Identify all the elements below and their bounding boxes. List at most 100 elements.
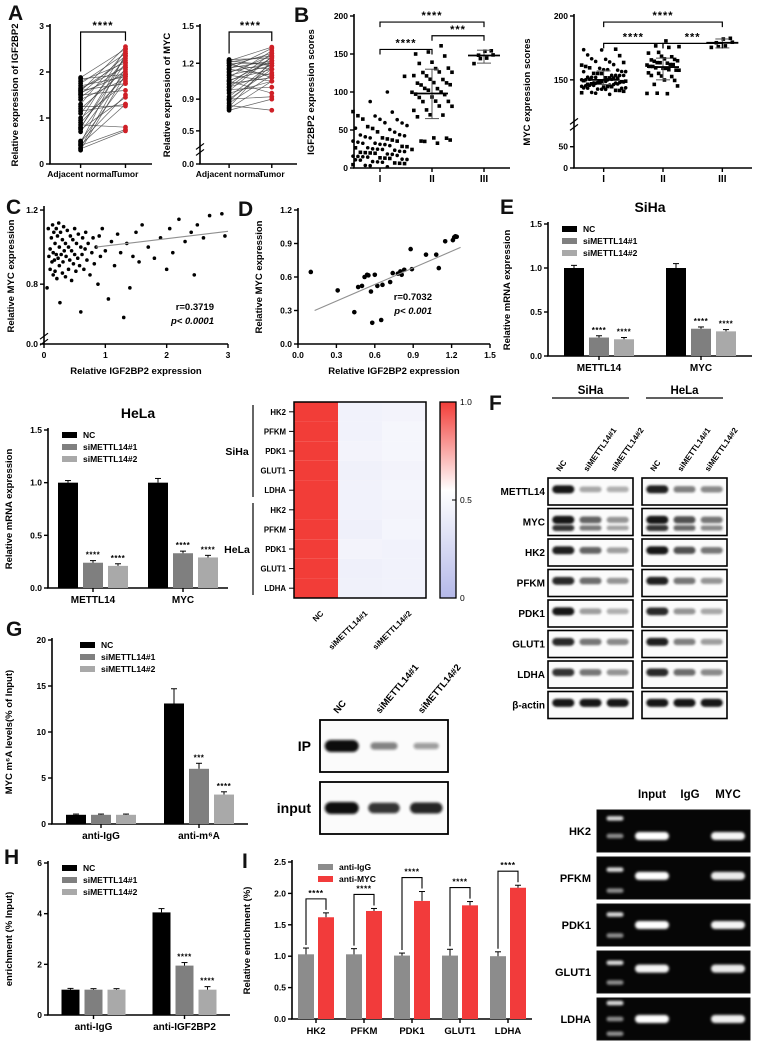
panel-label-c: C	[6, 196, 22, 219]
panel-h-rip-enrichment-bars: 0 2 4 6 enrichment (% Input) anti-IgG **** ****…	[4, 858, 230, 1033]
svg-text:0: 0	[460, 593, 465, 603]
svg-text:****: ****	[92, 20, 113, 32]
svg-text:1.5: 1.5	[182, 21, 194, 31]
svg-text:NC: NC	[583, 224, 595, 234]
svg-text:0.0: 0.0	[26, 339, 38, 349]
svg-text:SiHa: SiHa	[578, 385, 604, 397]
svg-text:1.0: 1.0	[460, 397, 472, 407]
svg-text:1.0: 1.0	[30, 478, 42, 488]
svg-text:1.2: 1.2	[26, 205, 38, 215]
svg-text:β-actin: β-actin	[512, 701, 545, 712]
svg-text:****: ****	[308, 888, 323, 898]
svg-text:0.9: 0.9	[182, 94, 194, 104]
svg-text:p< 0.0001: p< 0.0001	[170, 316, 214, 327]
svg-text:PDK1: PDK1	[518, 609, 545, 620]
svg-text:1: 1	[103, 350, 108, 360]
svg-text:LDHA: LDHA	[495, 1026, 522, 1037]
svg-text:***: ***	[685, 31, 701, 43]
svg-text:0: 0	[39, 159, 44, 169]
svg-text:p< 0.001: p< 0.001	[393, 306, 432, 317]
svg-text:HeLa: HeLa	[121, 405, 155, 421]
svg-text:0.0: 0.0	[274, 1014, 286, 1024]
panel-a-paired-plot-igf2bp2: 0 1 2 3 Relative expression of IGF2BP2 **** Ad…	[10, 20, 152, 179]
svg-text:siMETTL14#1: siMETTL14#1	[101, 652, 156, 662]
svg-text:4: 4	[37, 909, 42, 919]
svg-text:HK2: HK2	[306, 1026, 325, 1037]
svg-text:1.5: 1.5	[530, 219, 542, 229]
svg-text:2.5: 2.5	[274, 857, 286, 867]
svg-text:II: II	[660, 174, 666, 185]
svg-text:METTL14: METTL14	[501, 487, 546, 498]
svg-text:HK2: HK2	[270, 506, 286, 515]
svg-text:15: 15	[37, 681, 47, 691]
svg-text:****: ****	[86, 551, 101, 560]
svg-text:0.0: 0.0	[30, 583, 42, 593]
svg-text:PFKM: PFKM	[560, 873, 591, 885]
svg-text:50: 50	[559, 142, 569, 152]
svg-text:NC: NC	[332, 698, 349, 716]
svg-text:PFKM: PFKM	[351, 1026, 378, 1037]
svg-text:1.5: 1.5	[30, 425, 42, 435]
svg-text:PDK1: PDK1	[265, 447, 286, 456]
svg-text:2: 2	[37, 959, 42, 969]
svg-text:PDK1: PDK1	[265, 545, 286, 554]
svg-text:0: 0	[343, 163, 348, 173]
svg-text:Tumor: Tumor	[113, 169, 140, 179]
svg-text:I: I	[379, 174, 382, 185]
svg-text:Relative IGF2BP2 expression: Relative IGF2BP2 expression	[70, 366, 202, 377]
svg-text:PFKM: PFKM	[264, 427, 286, 436]
svg-text:****: ****	[452, 877, 467, 887]
svg-text:anti-IGF2BP2: anti-IGF2BP2	[153, 1022, 216, 1033]
svg-text:Relative expression of MYC: Relative expression of MYC	[162, 33, 173, 158]
svg-text:Tumor: Tumor	[259, 169, 286, 179]
svg-text:LDHA: LDHA	[264, 486, 286, 495]
svg-text:****: ****	[177, 953, 192, 962]
svg-text:****: ****	[617, 328, 632, 337]
svg-text:anti-IgG: anti-IgG	[75, 1022, 113, 1033]
svg-text:MYC expression scores: MYC expression scores	[522, 38, 533, 145]
svg-text:0: 0	[37, 1010, 42, 1020]
panel-a-paired-plot-myc: 0.0 0.5 0.9 1.2 1.5 Relative expression of MY…	[162, 20, 297, 179]
panel-c-correlation-scatter: 0.0 0.8 1.2 0 1 2 3 Relative MYC expression Rela…	[6, 205, 231, 377]
svg-text:1.2: 1.2	[280, 205, 292, 215]
svg-text:****: ****	[592, 326, 607, 335]
svg-text:siMETTL14#2: siMETTL14#2	[416, 662, 463, 716]
svg-text:****: ****	[240, 20, 261, 32]
svg-text:anti-IgG: anti-IgG	[339, 862, 371, 872]
svg-text:input: input	[277, 800, 312, 816]
svg-text:GLUT1: GLUT1	[512, 640, 545, 651]
svg-text:5: 5	[41, 773, 46, 783]
panel-label-g: G	[6, 618, 23, 641]
svg-text:Relative enrichment (%): Relative enrichment (%)	[242, 887, 253, 995]
svg-text:3: 3	[39, 21, 44, 31]
svg-text:enrichment (% Input): enrichment (% Input)	[4, 892, 15, 986]
svg-text:0: 0	[42, 350, 47, 360]
svg-text:Relative mRNA expression: Relative mRNA expression	[4, 449, 15, 570]
svg-text:MYC: MYC	[715, 789, 741, 801]
svg-text:****: ****	[719, 320, 734, 329]
svg-text:2: 2	[39, 67, 44, 77]
svg-text:III: III	[718, 174, 727, 185]
svg-text:100: 100	[334, 87, 348, 97]
svg-text:NC: NC	[101, 640, 113, 650]
svg-text:I: I	[602, 174, 605, 185]
svg-text:PFKM: PFKM	[517, 579, 545, 590]
svg-text:0.9: 0.9	[407, 350, 419, 360]
svg-text:NC: NC	[555, 458, 569, 473]
svg-text:NC: NC	[83, 863, 95, 873]
svg-text:III: III	[480, 174, 489, 185]
svg-text:0.3: 0.3	[330, 350, 342, 360]
svg-text:0.5: 0.5	[530, 307, 542, 317]
svg-text:10: 10	[37, 727, 47, 737]
svg-text:Relative expression of IGF2BP2: Relative expression of IGF2BP2	[10, 23, 21, 166]
svg-text:HeLa: HeLa	[224, 544, 250, 556]
svg-text:****: ****	[500, 860, 515, 870]
svg-text:150: 150	[554, 75, 568, 85]
svg-text:0.3: 0.3	[280, 306, 292, 316]
svg-text:***: ***	[450, 24, 466, 36]
svg-text:****: ****	[421, 10, 442, 22]
svg-text:0.5: 0.5	[30, 530, 42, 540]
svg-text:GLUT1: GLUT1	[555, 967, 591, 979]
